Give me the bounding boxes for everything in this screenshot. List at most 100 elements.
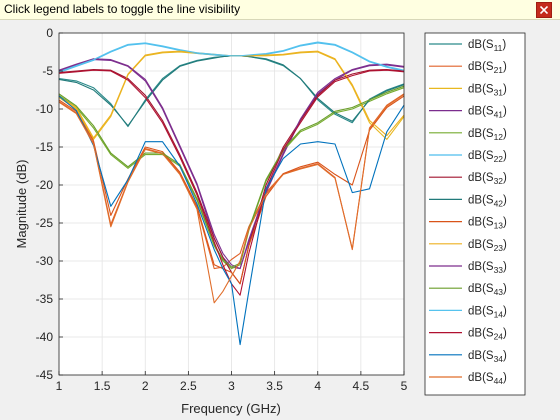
x-tick-label: 5 <box>401 379 408 393</box>
legend-label-subscript: 42 <box>494 198 504 208</box>
y-tick-label: -10 <box>36 102 54 116</box>
y-tick-label: -35 <box>36 292 54 306</box>
legend-label-end: ) <box>503 283 507 295</box>
legend-item-s41[interactable]: dB(S41) <box>429 106 507 120</box>
y-tick-label: -5 <box>42 64 53 78</box>
legend-label-end: ) <box>503 194 507 206</box>
legend-label-subscript: 11 <box>494 43 503 53</box>
series-line-s33[interactable] <box>58 58 405 270</box>
x-tick-label: 1.5 <box>94 379 111 393</box>
legend-label-end: ) <box>503 350 507 362</box>
legend-label-base: dB(S <box>468 217 494 229</box>
series-line-s13[interactable] <box>58 95 405 285</box>
legend-label: dB(S41) <box>468 106 507 120</box>
series-line-s34[interactable] <box>58 95 405 346</box>
legend-item-s42[interactable]: dB(S42) <box>429 194 507 208</box>
legend-item-s14[interactable]: dB(S14) <box>429 305 507 319</box>
y-tick-label: -40 <box>36 330 54 344</box>
series-line-s44[interactable] <box>58 94 405 304</box>
legend-item-s21[interactable]: dB(S21) <box>429 61 507 75</box>
legend-item-s34[interactable]: dB(S34) <box>429 350 507 364</box>
close-button[interactable] <box>536 2 552 18</box>
legend: dB(S11)dB(S21)dB(S31)dB(S41)dB(S12)dB(S2… <box>424 32 526 396</box>
legend-label-end: ) <box>503 61 507 73</box>
legend-item-s12[interactable]: dB(S12) <box>429 128 507 142</box>
legend-label: dB(S22) <box>468 150 507 164</box>
legend-label-base: dB(S <box>468 83 494 95</box>
x-tick-label: 4 <box>314 379 321 393</box>
legend-label-end: ) <box>503 239 507 251</box>
legend-label-base: dB(S <box>468 194 494 206</box>
legend-item-s24[interactable]: dB(S24) <box>429 328 507 342</box>
legend-label: dB(S43) <box>468 283 507 297</box>
legend-item-s11[interactable]: dB(S11) <box>429 39 506 53</box>
legend-item-s22[interactable]: dB(S22) <box>429 150 507 164</box>
y-tick-label: 0 <box>46 26 53 40</box>
legend-label: dB(S33) <box>468 261 507 275</box>
legend-label-subscript: 43 <box>494 287 504 297</box>
legend-label-end: ) <box>503 261 507 273</box>
legend-label-base: dB(S <box>468 261 494 273</box>
legend-label-base: dB(S <box>468 61 494 73</box>
legend-label: dB(S42) <box>468 194 507 208</box>
legend-label-subscript: 14 <box>494 309 504 319</box>
legend-label: dB(S24) <box>468 328 507 342</box>
x-tick-label: 2.5 <box>180 379 197 393</box>
legend-item-s44[interactable]: dB(S44) <box>429 372 507 386</box>
y-tick-label: -15 <box>36 140 54 154</box>
legend-label: dB(S11) <box>468 39 506 53</box>
legend-label-end: ) <box>503 83 507 95</box>
legend-label: dB(S12) <box>468 128 507 142</box>
legend-label-base: dB(S <box>468 283 494 295</box>
x-axis: 1 1.5 2 2.5 3 3.5 4 4.5 5 <box>56 371 408 393</box>
legend-label: dB(S23) <box>468 239 507 253</box>
legend-item-s43[interactable]: dB(S43) <box>429 283 507 297</box>
legend-item-s33[interactable]: dB(S33) <box>429 261 507 275</box>
series-layer <box>58 41 405 346</box>
legend-item-s32[interactable]: dB(S32) <box>429 172 507 186</box>
close-icon <box>540 6 548 14</box>
legend-label-subscript: 21 <box>494 65 504 75</box>
legend-label-end: ) <box>503 305 507 317</box>
y-axis: 0 -5 -10 -15 -20 -25 -30 -35 -40 -45 <box>36 26 63 382</box>
legend-item-s23[interactable]: dB(S23) <box>429 239 507 253</box>
legend-label-subscript: 22 <box>494 154 504 164</box>
legend-item-s31[interactable]: dB(S31) <box>429 83 507 97</box>
legend-label-base: dB(S <box>468 39 494 51</box>
legend-label-subscript: 32 <box>494 176 504 186</box>
legend-label-subscript: 34 <box>494 354 504 364</box>
series-line-s12[interactable] <box>58 87 405 270</box>
legend-label-end: ) <box>503 328 507 340</box>
x-tick-label: 1 <box>56 379 63 393</box>
legend-label-base: dB(S <box>468 328 494 340</box>
y-tick-label: -20 <box>36 178 54 192</box>
legend-label: dB(S21) <box>468 61 507 75</box>
legend-label-end: ) <box>503 217 507 229</box>
legend-label-end: ) <box>502 39 506 51</box>
legend-label-subscript: 12 <box>494 132 504 142</box>
series-line-s43[interactable] <box>58 85 405 268</box>
legend-label: dB(S44) <box>468 372 507 386</box>
legend-label-end: ) <box>503 128 507 140</box>
legend-label-end: ) <box>503 106 507 118</box>
series-line-s14[interactable] <box>58 41 405 73</box>
legend-label-subscript: 41 <box>494 110 504 120</box>
legend-label-subscript: 33 <box>494 265 504 275</box>
legend-label-base: dB(S <box>468 350 494 362</box>
legend-label-subscript: 31 <box>494 87 504 97</box>
legend-item-s13[interactable]: dB(S13) <box>429 217 507 231</box>
legend-label-subscript: 23 <box>494 243 504 253</box>
legend-box <box>424 32 526 396</box>
legend-label-base: dB(S <box>468 106 494 118</box>
legend-label-subscript: 13 <box>494 221 504 231</box>
legend-label-end: ) <box>503 372 507 384</box>
y-axis-label: Magnitude (dB) <box>14 160 29 249</box>
x-axis-label: Frequency (GHz) <box>181 401 281 416</box>
legend-label-base: dB(S <box>468 305 494 317</box>
legend-label-subscript: 24 <box>494 332 504 342</box>
legend-label: dB(S34) <box>468 350 507 364</box>
y-tick-label: -30 <box>36 254 54 268</box>
legend-label-base: dB(S <box>468 372 494 384</box>
legend-label: dB(S32) <box>468 172 507 186</box>
